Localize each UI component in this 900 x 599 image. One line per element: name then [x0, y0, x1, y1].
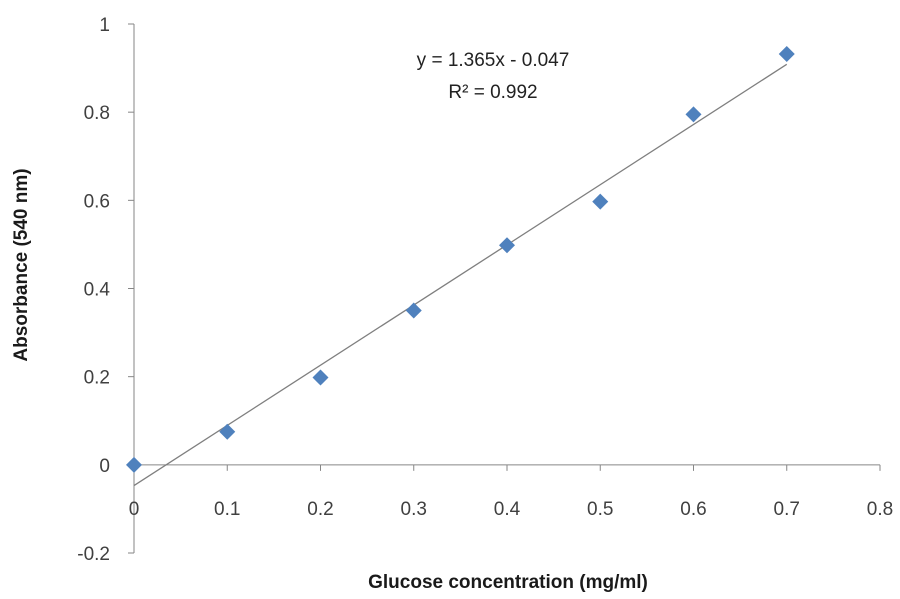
y-tick-label: 0.2 [84, 368, 110, 389]
trendline [133, 63, 788, 487]
data-point [405, 302, 422, 319]
y-tick-label: -0.2 [77, 544, 110, 565]
y-tick-label: 0 [99, 456, 110, 477]
data-point [312, 369, 329, 386]
x-tick-label: 0.5 [587, 499, 613, 520]
trendline-equation: y = 1.365x - 0.047 [417, 50, 570, 71]
x-tick-label: 0.3 [401, 499, 427, 520]
data-point [778, 45, 795, 62]
data-point [499, 237, 515, 254]
x-tick-label: 0.1 [214, 499, 240, 520]
x-tick-label: 0.2 [307, 499, 333, 520]
data-point [592, 193, 609, 210]
data-point [126, 456, 142, 473]
plot-area: -0.2 0 0.2 0.4 0.6 0.8 1 0 0.1 0.2 0.3 0.4 0.5 0.6 0.7… [77, 15, 893, 565]
x-tick-label: 0.4 [494, 499, 521, 520]
y-tick-label: 0.4 [84, 280, 111, 301]
x-tick-label: 0.7 [774, 499, 800, 520]
data-point [685, 106, 702, 123]
x-tick-label: 0.8 [867, 499, 893, 520]
y-tick-label: 0.6 [84, 191, 110, 212]
y-tick-label: 1 [99, 15, 110, 36]
y-axis-title: Absorbance (540 nm) [11, 168, 32, 361]
r-squared-label: R² = 0.992 [448, 82, 537, 103]
data-point [219, 423, 236, 440]
x-tick-label: 0.6 [680, 499, 706, 520]
y-tick-label: 0.8 [84, 103, 110, 124]
x-tick-label: 0 [129, 499, 140, 520]
x-axis-title: Glucose concentration (mg/ml) [368, 572, 648, 593]
